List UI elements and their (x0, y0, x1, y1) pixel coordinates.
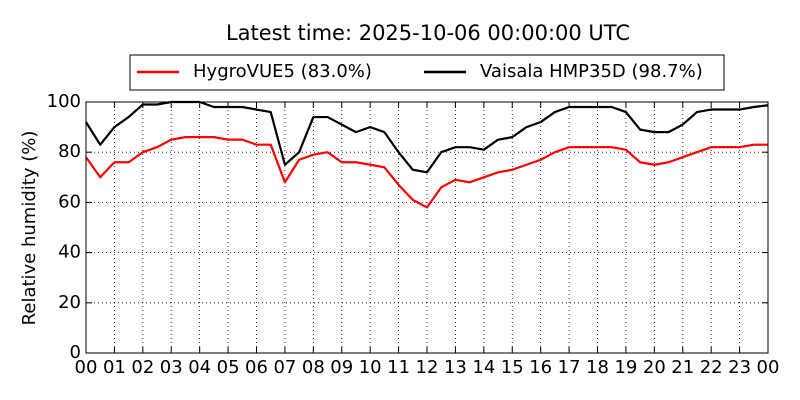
x-tick-label: 00 (757, 357, 780, 378)
y-tick-label: 60 (58, 191, 81, 212)
x-tick-label: 10 (359, 357, 382, 378)
x-tick-label: 02 (131, 357, 154, 378)
y-tick-label: 20 (58, 292, 81, 313)
data-line (85, 136, 768, 209)
y-tick-label: 40 (58, 242, 81, 263)
plot-frame (85, 101, 769, 354)
x-tick-label: 04 (188, 357, 211, 378)
x-tick-label: 01 (103, 357, 126, 378)
legend-label: HygroVUE5 (83.0%) (193, 61, 372, 82)
x-tick-label: 23 (728, 357, 751, 378)
y-tick-label: 80 (58, 141, 81, 162)
x-tick-label: 14 (472, 357, 495, 378)
x-tick-label: 11 (387, 357, 410, 378)
x-tick-label: 21 (671, 357, 694, 378)
y-axis-label: Relative humidity (%) (19, 131, 40, 326)
x-tick-label: 08 (302, 357, 325, 378)
x-tick-label: 06 (245, 357, 268, 378)
x-tick-label: 20 (643, 357, 666, 378)
x-tick-label: 19 (614, 357, 637, 378)
y-tick-label: 100 (47, 91, 81, 112)
x-tick-label: 00 (75, 357, 98, 378)
x-tick-label: 12 (416, 357, 439, 378)
x-tick-label: 07 (273, 357, 296, 378)
x-tick-label: 16 (529, 357, 552, 378)
x-tick-label: 09 (330, 357, 353, 378)
x-tick-label: 18 (586, 357, 609, 378)
x-tick-label: 22 (700, 357, 723, 378)
x-tick-label: 15 (501, 357, 524, 378)
y-tick-label: 0 (70, 342, 81, 363)
x-tick-label: 13 (444, 357, 467, 378)
x-tick-label: 03 (160, 357, 183, 378)
legend-label: Vaisala HMP35D (98.7%) (480, 61, 703, 82)
chart-title: Latest time: 2025-10-06 00:00:00 UTC (226, 21, 630, 45)
x-tick-label: 05 (217, 357, 240, 378)
x-tick-label: 17 (558, 357, 581, 378)
